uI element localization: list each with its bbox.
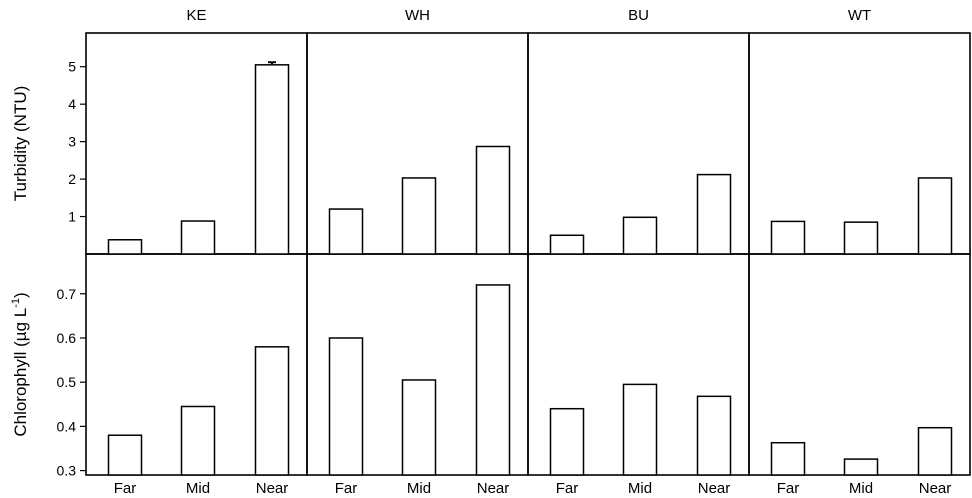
bar-ke-far-row1 (107, 239, 143, 255)
bar-wt-mid-row1 (843, 221, 879, 255)
bar-wh-far-row2 (328, 337, 364, 476)
bar-bu-far-row1 (549, 234, 585, 255)
error-bar-ke-near (268, 61, 276, 65)
y-tick-label-row1-3: 3 (68, 134, 76, 150)
x-label-wt-mid: Mid (849, 480, 873, 497)
bar-wh-far-row1 (328, 208, 364, 255)
bars (107, 61, 953, 476)
bar-ke-far-row2 (107, 434, 143, 476)
panel-title-wt: WT (848, 7, 871, 24)
panel-title-bu: BU (628, 7, 649, 24)
bar-bu-far-row2 (549, 407, 585, 476)
bar-bu-mid-row1 (622, 216, 658, 255)
bar-wh-near-row2 (475, 284, 511, 476)
bar-wh-mid-row1 (401, 177, 437, 255)
bar-wt-near-row1 (917, 177, 953, 255)
y-axes: 1 2 3 4 5 0.3 0.4 0.5 0.6 0.7 (57, 59, 86, 479)
y-tick-label-row2-0.5: 0.5 (57, 374, 77, 390)
bar-wt-far-row2 (770, 441, 806, 476)
bar-ke-near-row2 (254, 346, 290, 476)
bar-bu-near-row2 (696, 395, 732, 476)
y-tick-label-row1-2: 2 (68, 171, 76, 187)
y-axis-title-main: Chlorophyll (µg L (11, 308, 30, 437)
x-label-wh-far: Far (335, 480, 358, 497)
x-label-wt-near: Near (919, 480, 952, 497)
x-label-ke-far: Far (114, 480, 137, 497)
panel-title-wh: WH (405, 7, 430, 24)
y-tick-label-row2-0.7: 0.7 (57, 286, 77, 302)
panel-titles: KE WH BU WT (186, 7, 871, 24)
y-tick-label-row2-0.3: 0.3 (57, 463, 77, 479)
y-axis-titles: Turbidity (NTU) Chlorophyll (µg L-1) (10, 86, 30, 437)
x-label-wh-near: Near (477, 480, 510, 497)
y-tick-label-row2-0.6: 0.6 (57, 330, 77, 346)
x-label-ke-mid: Mid (186, 480, 210, 497)
bar-wt-far-row1 (770, 220, 806, 255)
bar-wt-mid-row2 (843, 458, 879, 476)
bar-wh-mid-row2 (401, 379, 437, 476)
bar-ke-near-row1 (254, 64, 290, 255)
y-tick-label-row1-4: 4 (68, 96, 76, 112)
y-tick-label-row1-5: 5 (68, 59, 76, 75)
x-label-wh-mid: Mid (407, 480, 431, 497)
y-axis-title-row1: Turbidity (NTU) (11, 86, 30, 202)
bar-ke-mid-row2 (180, 405, 216, 476)
x-label-bu-far: Far (556, 480, 579, 497)
bar-wh-near-row1 (475, 145, 511, 255)
x-label-ke-near: Near (256, 480, 289, 497)
bar-bu-mid-row2 (622, 383, 658, 476)
y-axis-title-row2: Chlorophyll (µg L-1) (10, 292, 30, 436)
bar-wt-near-row2 (917, 426, 953, 476)
y-axis-title-superscript: -1 (10, 298, 22, 308)
x-axis-labels: Far Mid Near Far Mid Near Far Mid Near Far Mid Near (114, 480, 952, 497)
bar-bu-near-row1 (696, 173, 732, 255)
bar-ke-mid-row1 (180, 220, 216, 255)
panel-title-ke: KE (186, 7, 206, 24)
x-label-wt-far: Far (777, 480, 800, 497)
y-tick-label-row1-1: 1 (68, 209, 76, 225)
panel-frames (85, 32, 971, 476)
y-tick-label-row2-0.4: 0.4 (57, 418, 77, 434)
x-label-bu-mid: Mid (628, 480, 652, 497)
y-axis-title-end: ) (11, 292, 30, 298)
x-label-bu-near: Near (698, 480, 731, 497)
